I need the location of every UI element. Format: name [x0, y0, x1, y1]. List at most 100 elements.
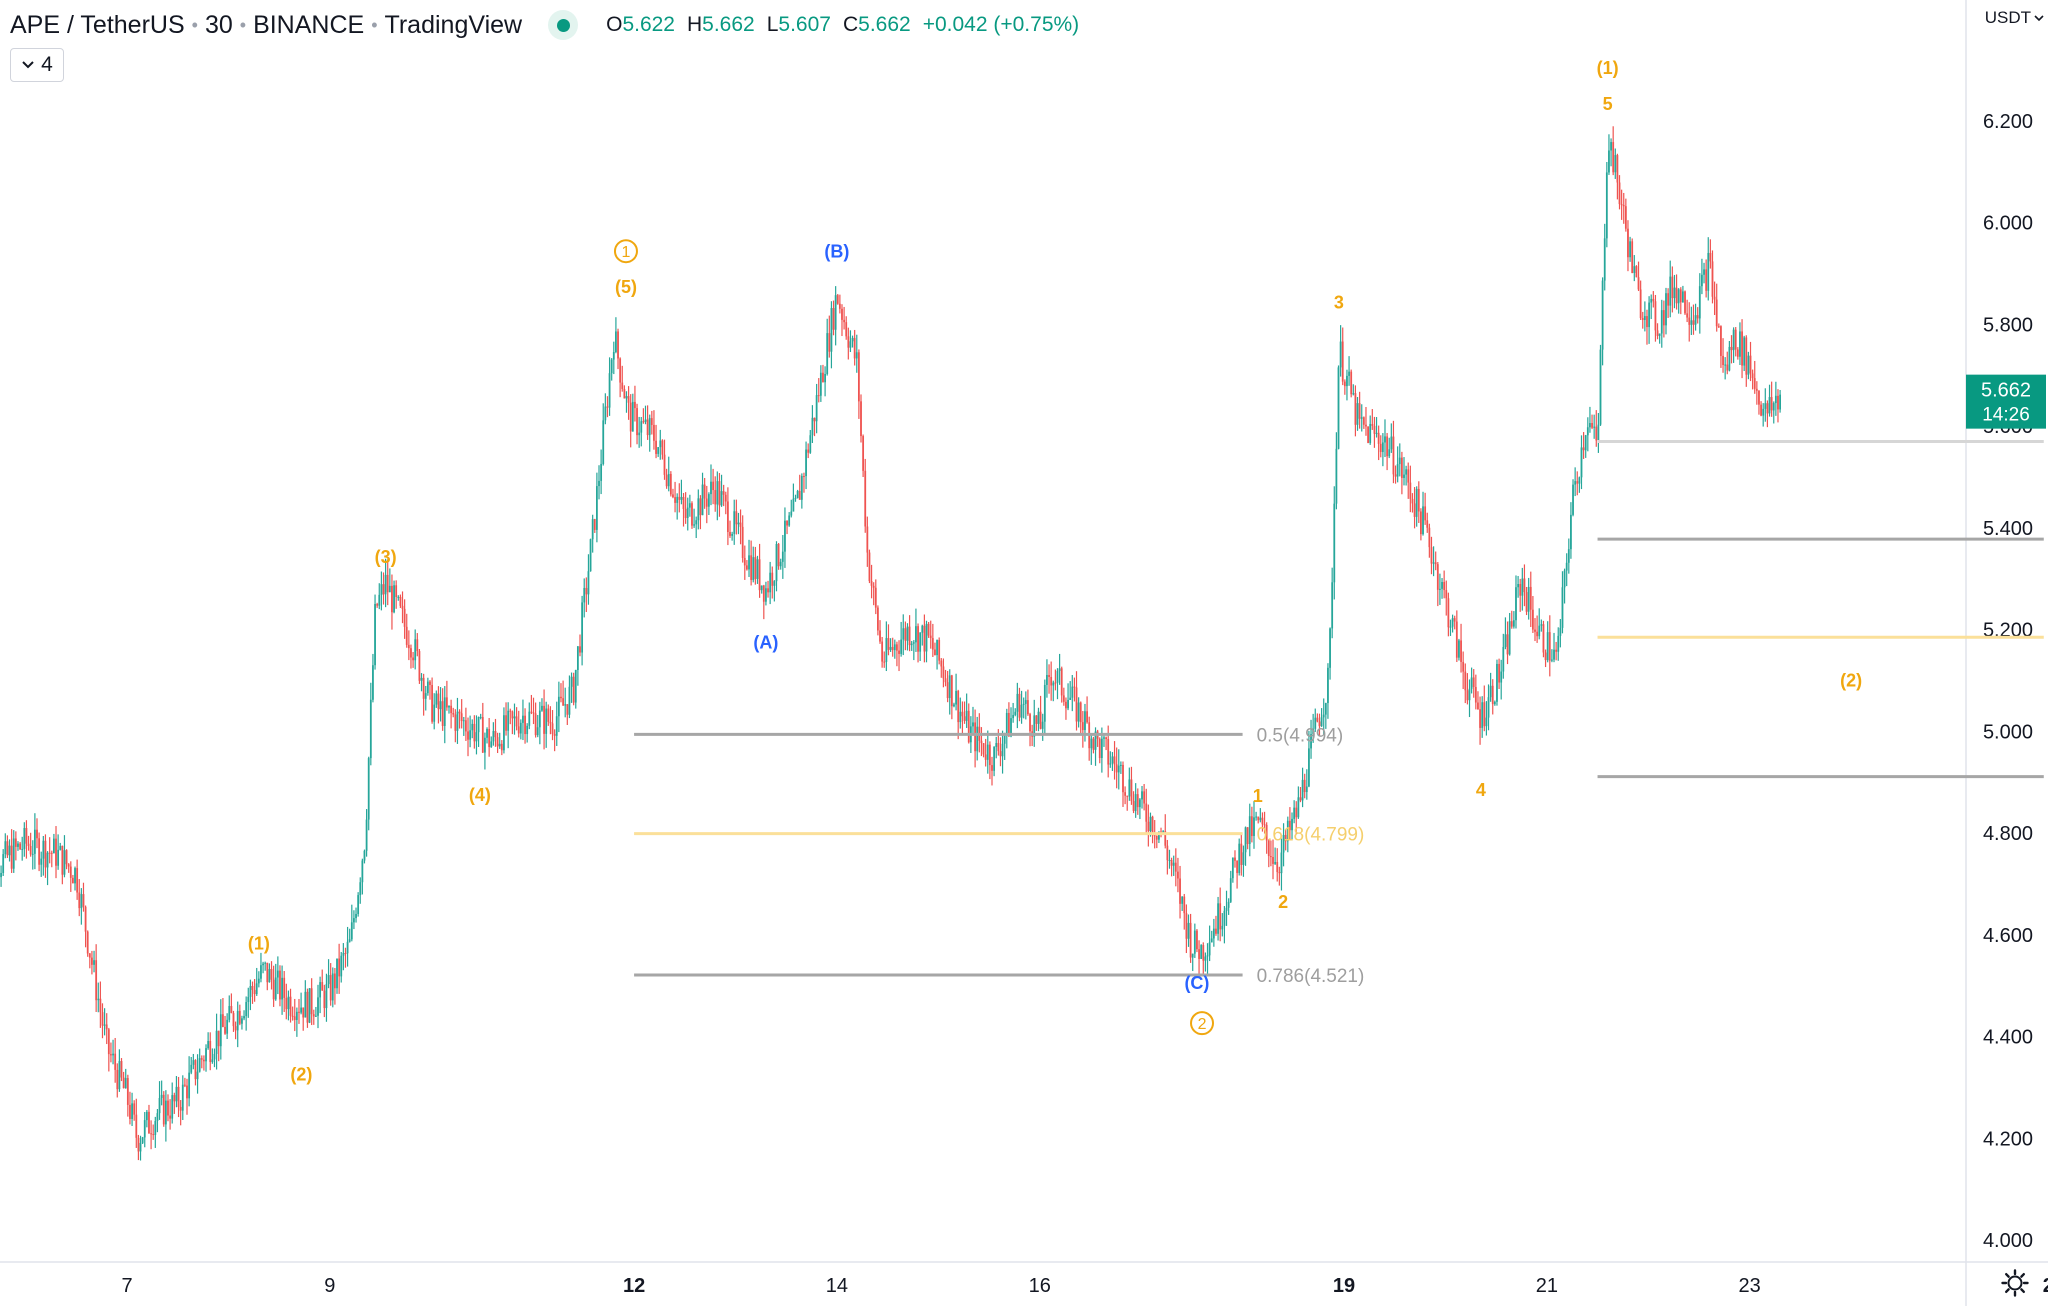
candle-body [642, 421, 645, 423]
candle-body [1073, 686, 1076, 688]
candle-body [139, 1142, 142, 1152]
indicators-toggle-button[interactable]: 4 [10, 48, 64, 82]
candle-body [1060, 668, 1063, 696]
candle-body [1008, 712, 1010, 737]
candle-body [534, 713, 537, 736]
candle-body [112, 1053, 114, 1056]
x-tick-label: 23 [1739, 1275, 1761, 1297]
candle-body [847, 336, 850, 348]
candle-body [1500, 671, 1503, 683]
candle-body [1052, 682, 1055, 686]
candle-body [1329, 628, 1331, 668]
candle-body [338, 958, 341, 977]
candle-body [1726, 364, 1729, 371]
candle-body [1624, 206, 1627, 229]
candle-body [1105, 737, 1107, 740]
candle-body [1375, 432, 1378, 434]
candle-body [522, 715, 524, 723]
candle-body [1709, 252, 1712, 262]
currency-selector[interactable]: USDT [1985, 8, 2044, 28]
candle-body [1269, 856, 1272, 858]
candle-body [72, 877, 74, 884]
candle-body [378, 594, 381, 606]
candle-body [1293, 807, 1296, 819]
candle-body [1656, 330, 1659, 336]
candle-body [1236, 860, 1238, 873]
candle-body [137, 1137, 140, 1152]
candle-body [1388, 449, 1391, 457]
x-tick-label: 21 [1536, 1275, 1558, 1297]
gear-icon[interactable] [2000, 1268, 2030, 1298]
candle-body [36, 829, 38, 839]
candle-body [1646, 316, 1648, 328]
candle-body [1407, 469, 1410, 483]
candle-body [737, 522, 740, 525]
candle-body [1502, 646, 1505, 672]
candle-body [1231, 857, 1234, 879]
candle-body [826, 333, 829, 374]
candle-body [718, 481, 721, 506]
candle-body [177, 1086, 180, 1107]
candle-body [1707, 252, 1710, 291]
candle-body [1177, 871, 1179, 879]
y-tick-label: 6.200 [1983, 111, 2033, 133]
candle-body [714, 490, 717, 505]
high-label: H [687, 13, 703, 36]
candle-body [631, 401, 634, 432]
candle-body [1056, 671, 1059, 683]
candle-body [1255, 816, 1258, 818]
candle-body [1058, 668, 1061, 672]
candle-body [807, 449, 810, 453]
candle-body [1318, 721, 1321, 727]
candle-body [1405, 469, 1408, 475]
candle-body [585, 587, 588, 595]
candle-body [608, 373, 611, 408]
candle-body [1029, 714, 1031, 732]
candle-body [800, 476, 803, 500]
candle-body [1449, 626, 1452, 628]
candle-body [1574, 481, 1577, 485]
candle-body [274, 977, 277, 1000]
candle-body [646, 419, 649, 436]
candle-body [672, 494, 674, 498]
candle-body [838, 303, 841, 309]
candle-body [300, 1007, 302, 1013]
candle-body [1517, 584, 1519, 588]
candle-body [940, 660, 943, 667]
candle-body [1487, 697, 1490, 718]
candle-body [507, 710, 510, 731]
candle-body [141, 1137, 144, 1143]
candle-body [972, 722, 974, 727]
candle-body [581, 602, 584, 653]
candle-body [568, 686, 571, 715]
candle-body [1728, 346, 1731, 371]
candle-body [1544, 652, 1547, 661]
candle-body [443, 697, 446, 726]
candle-body [1179, 878, 1181, 904]
wave-circle [1190, 1011, 1215, 1036]
market-status[interactable] [548, 10, 579, 40]
candle-body [439, 701, 442, 710]
candle-body [765, 588, 767, 602]
interval-label[interactable]: 30 [204, 10, 233, 39]
symbol-label[interactable]: APE / TetherUS [10, 10, 185, 39]
candle-body [467, 731, 469, 740]
candle-body [896, 644, 898, 651]
candle-body [95, 960, 98, 1001]
candle-body [948, 675, 951, 699]
candle-body [1745, 337, 1748, 375]
candle-body [1529, 586, 1532, 610]
y-tick-label: 4.400 [1983, 1027, 2033, 1049]
candle-body [359, 882, 362, 896]
candle-body [391, 585, 393, 613]
candle-body [181, 1084, 184, 1111]
exchange-label: BINANCE [253, 10, 365, 39]
candle-body [1086, 711, 1088, 723]
candle-body [874, 587, 877, 608]
candle-body [1343, 381, 1346, 387]
candle-body [1730, 346, 1733, 351]
candle-body [988, 744, 991, 766]
candle-body [207, 1040, 210, 1049]
